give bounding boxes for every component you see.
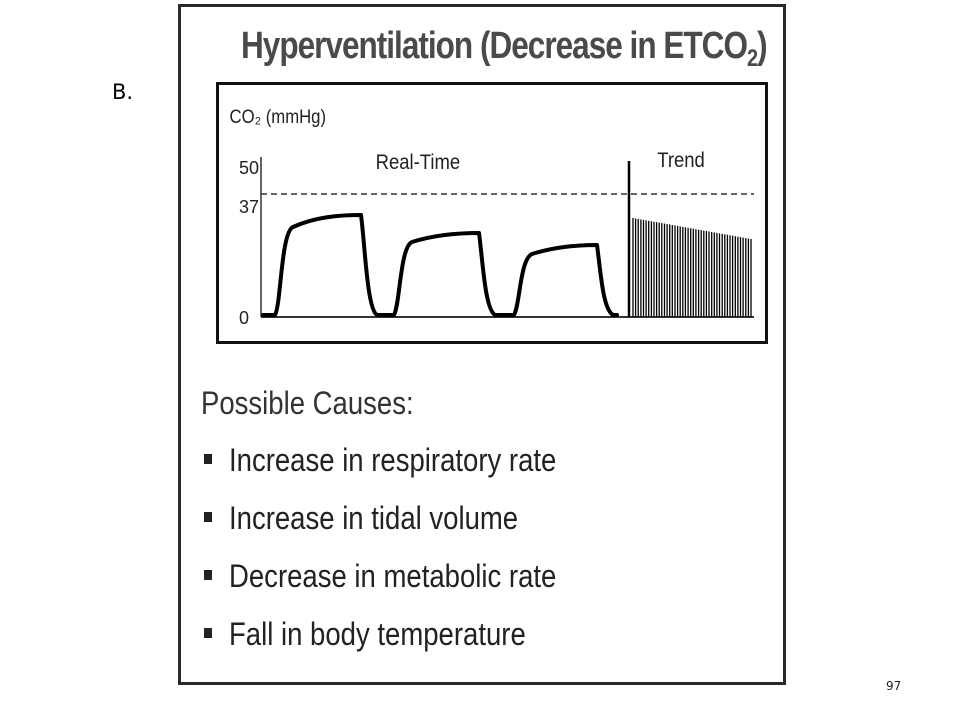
trend-bars [632, 218, 752, 317]
slide-number: 97 [886, 679, 902, 693]
cause-text: Increase in respiratory rate [229, 442, 557, 478]
title-subscript: 2 [746, 45, 758, 72]
square-bullet-icon [204, 570, 212, 580]
realtime-waveform [261, 213, 619, 317]
trend-label: Trend [657, 149, 705, 172]
square-bullet-icon [204, 512, 212, 522]
y-axis-label: CO₂ (mmHg) [230, 106, 326, 127]
cause-text: Increase in tidal volume [229, 500, 519, 536]
capnogram-chart: CO₂ (mmHg) Real-Time Trend 50 37 0 [230, 106, 754, 328]
square-bullet-icon [204, 454, 212, 464]
y-ticks: 50 37 0 [239, 158, 259, 328]
causes-heading: Possible Causes: [201, 385, 414, 421]
cause-text: Fall in body temperature [229, 616, 526, 652]
y-tick-label: 37 [239, 197, 259, 217]
y-tick-label: 0 [239, 308, 249, 328]
cause-text: Decrease in metabolic rate [229, 558, 557, 594]
slide-label: B. [112, 80, 134, 104]
realtime-label: Real-Time [376, 151, 460, 174]
figure-title: Hyperventilation (Decrease in ETCO2) [241, 25, 768, 73]
square-bullet-icon [204, 628, 212, 638]
capnogram-box: CO₂ (mmHg) Real-Time Trend 50 37 0 [216, 82, 768, 344]
title-end: ) [757, 25, 768, 67]
y-tick-label: 50 [239, 158, 259, 178]
title-main: Hyperventilation (Decrease in ETCO [241, 25, 748, 67]
figure-panel: Hyperventilation (Decrease in ETCO2) CO₂… [178, 4, 786, 685]
